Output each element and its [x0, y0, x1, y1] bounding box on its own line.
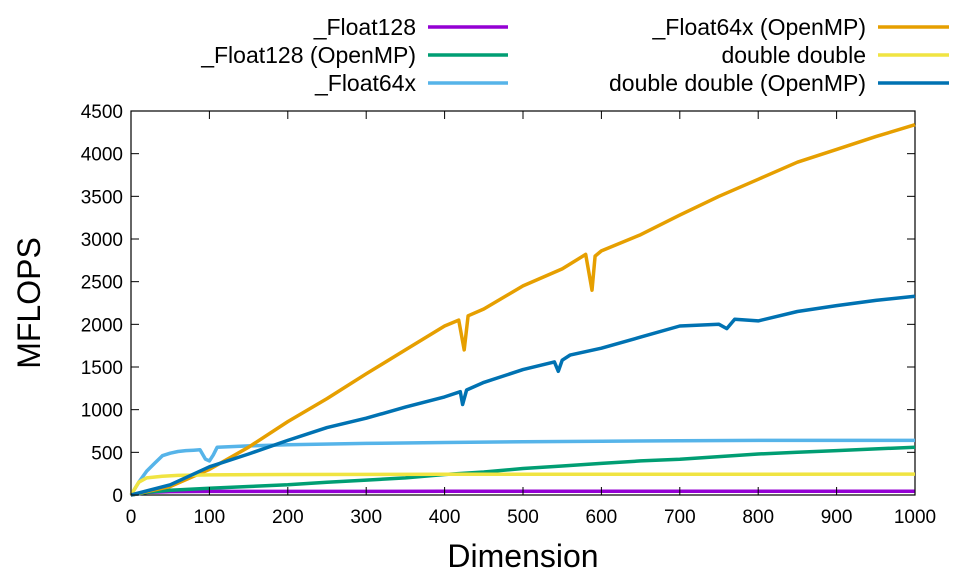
legend-label-5: double double (OpenMP): [609, 70, 866, 96]
y-tick-label: 1000: [81, 401, 123, 422]
series-line-3: [130, 123, 916, 497]
x-tick-label: 700: [664, 507, 696, 528]
legend-label-0: _Float128: [313, 14, 416, 40]
x-tick-label: 1000: [894, 507, 936, 528]
x-axis-title: Dimension: [447, 538, 598, 574]
y-tick-label: 1500: [81, 358, 123, 379]
plot-border: [130, 110, 916, 496]
x-tick-label: 0: [126, 507, 137, 528]
y-tick-label: 2500: [81, 273, 123, 294]
x-tick-label: 600: [586, 507, 618, 528]
y-tick-label: 3500: [81, 187, 123, 208]
x-tick-label: 900: [821, 507, 853, 528]
series-layer: [129, 123, 916, 497]
series-line-1: [130, 445, 916, 497]
x-tick-label: 800: [742, 507, 774, 528]
x-tick-label: 400: [429, 507, 461, 528]
x-tick-label: 100: [194, 507, 226, 528]
legend-label-4: double double: [721, 42, 866, 68]
axis-ticks: 0 100 200 300 400 500 600 700 800 900 1000 0 500 1000…: [81, 102, 936, 528]
x-tick-label: 200: [272, 507, 304, 528]
y-tick-label: 4500: [81, 102, 123, 123]
series-line-4: [129, 472, 916, 496]
legend: _Float128_Float128 (OpenMP)_Float64x _Flo…: [200, 14, 949, 96]
series-line-5: [130, 294, 916, 497]
legend-label-2: _Float64x: [314, 70, 417, 96]
x-tick-label: 300: [350, 507, 382, 528]
y-tick-label: 500: [91, 443, 123, 464]
y-tick-label: 3000: [81, 230, 123, 251]
y-tick-label: 4000: [81, 145, 123, 166]
y-axis-title: MFLOPS: [11, 237, 47, 369]
legend-label-3: _Float64x (OpenMP): [652, 14, 866, 40]
plot-area: [130, 110, 916, 496]
x-tick-label: 500: [507, 507, 539, 528]
y-tick-label: 2000: [81, 315, 123, 336]
legend-label-1: _Float128 (OpenMP): [200, 42, 416, 68]
y-tick-label: 0: [112, 486, 123, 507]
series-line-2: [129, 438, 915, 496]
